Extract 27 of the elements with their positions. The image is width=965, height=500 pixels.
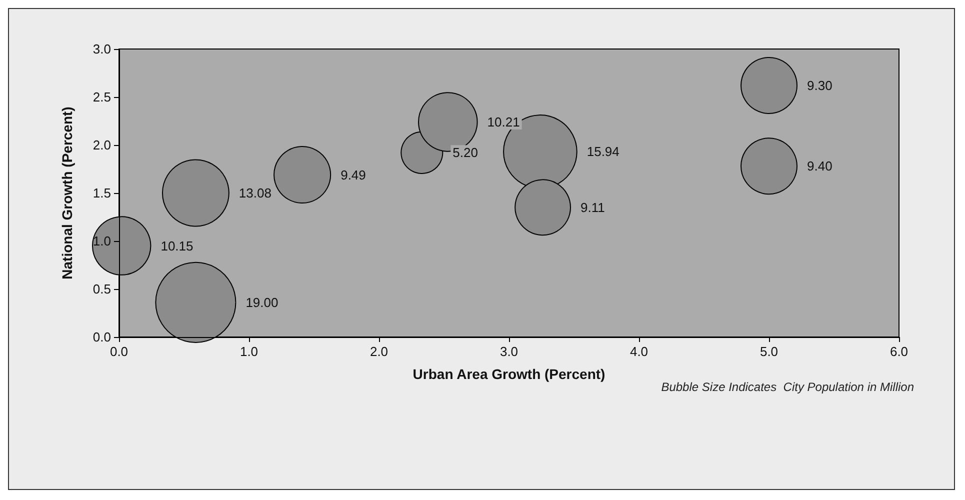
x-axis-title: Urban Area Growth (Percent) bbox=[412, 366, 606, 382]
x-tick-label: 6.0 bbox=[890, 344, 908, 359]
annotation: 9.49 bbox=[340, 167, 366, 182]
y-tick-label: 2.0 bbox=[92, 138, 111, 152]
y-tick-label: 1.0 bbox=[92, 234, 111, 248]
y-tick-label: 2.5 bbox=[92, 90, 111, 104]
x-tick-label: 0.0 bbox=[110, 344, 128, 359]
y-tick-label: 0.0 bbox=[92, 330, 111, 344]
annotation: 19.00 bbox=[246, 294, 278, 310]
annotation: 10.15 bbox=[160, 238, 194, 254]
annotation: 10.21 bbox=[487, 114, 520, 130]
y-axis-title: National Growth (Percent) bbox=[59, 106, 75, 280]
x-tick-label: 2.0 bbox=[370, 344, 388, 359]
x-tick-label: 1.0 bbox=[240, 344, 258, 359]
annotation: 9.30 bbox=[807, 78, 832, 93]
annotation: 15.94 bbox=[586, 144, 620, 160]
x-tick-label: 4.0 bbox=[630, 344, 648, 359]
text: Bubble Size Indicates City Population in Million bbox=[661, 380, 914, 394]
y-tick-label: 3.0 bbox=[92, 42, 111, 56]
x-tick-label: 3.0 bbox=[500, 344, 518, 359]
x-tick-label: 5.0 bbox=[760, 344, 778, 359]
annotation: 5.20 bbox=[452, 145, 478, 160]
annotation: 9.40 bbox=[807, 158, 832, 174]
y-tick-label: 0.5 bbox=[92, 282, 111, 296]
annotation: 13.08 bbox=[238, 186, 272, 200]
y-tick-label: 1.5 bbox=[92, 186, 111, 200]
annotation: 9.11 bbox=[580, 200, 605, 215]
